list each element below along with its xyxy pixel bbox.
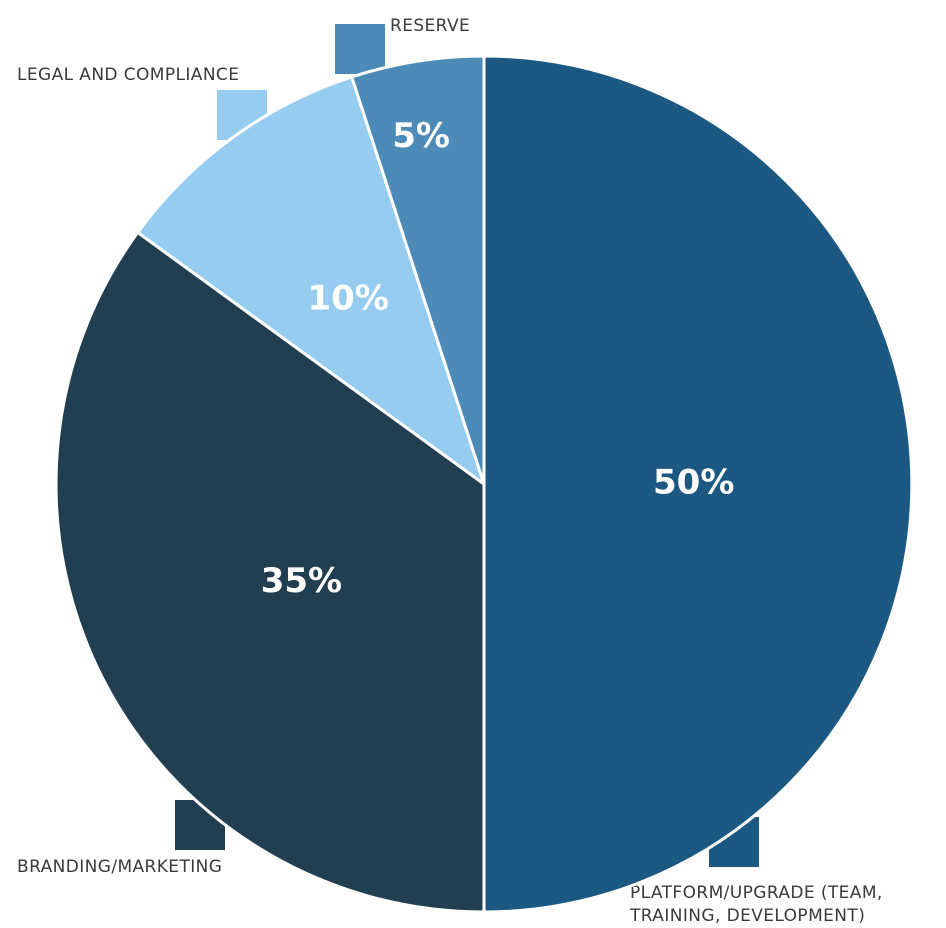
legend-swatch-3 bbox=[335, 24, 385, 74]
category-label-line: BRANDING/MARKETING bbox=[17, 857, 222, 877]
value-label-0: 50% bbox=[653, 463, 734, 503]
category-label-1: BRANDING/MARKETING bbox=[17, 857, 222, 877]
category-label-3: RESERVE bbox=[390, 16, 470, 36]
pie-slice-0 bbox=[482, 54, 914, 914]
value-label-1: 35% bbox=[261, 561, 342, 601]
category-label-line: RESERVE bbox=[390, 16, 470, 36]
category-label-line: PLATFORM/UPGRADE (TEAM, bbox=[630, 883, 883, 903]
category-label-0: PLATFORM/UPGRADE (TEAM, TRAINING, DEVELOP… bbox=[629, 883, 883, 926]
category-label-line: LEGAL AND COMPLIANCE bbox=[17, 65, 239, 85]
pie-slice-3 bbox=[350, 54, 486, 486]
pie-slice-2 bbox=[136, 75, 486, 486]
category-label-line: TRAINING, DEVELOPMENT) bbox=[629, 906, 865, 926]
slice-layer bbox=[54, 54, 914, 914]
pie-slice-1 bbox=[54, 230, 486, 914]
category-label-2: LEGAL AND COMPLIANCE bbox=[17, 65, 239, 85]
value-label-2: 10% bbox=[308, 279, 389, 319]
value-label-3: 5% bbox=[392, 116, 450, 156]
value-label-layer: 50% 35% 10% 5% bbox=[261, 116, 735, 601]
